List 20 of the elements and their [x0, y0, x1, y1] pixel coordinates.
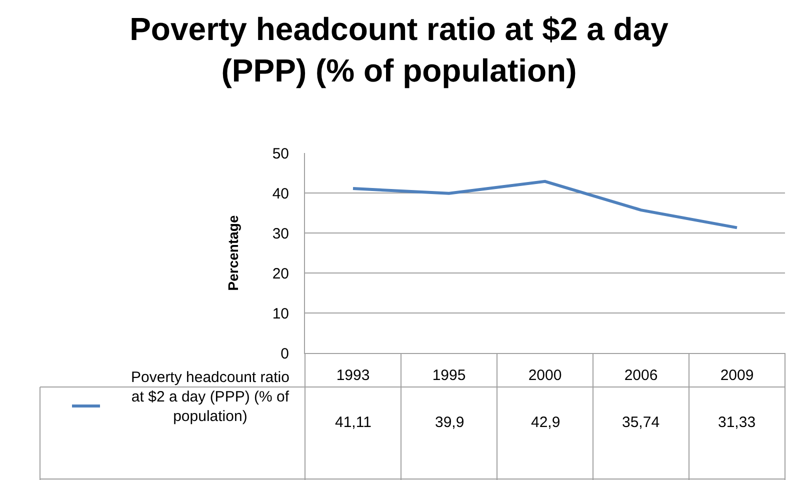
- y-tick-label: 10: [272, 305, 289, 322]
- x-tick-label: 1993: [336, 367, 370, 384]
- x-tick-label: 2006: [624, 367, 658, 384]
- chart-title: Poverty headcount ratio at $2 a day (PPP) (% of population): [130, 11, 669, 89]
- y-axis-title: Percentage: [224, 215, 241, 291]
- y-tick-label: 50: [272, 145, 289, 162]
- x-tick-label: 2000: [528, 367, 562, 384]
- y-tick-label: 0: [280, 345, 289, 362]
- data-label: 42,9: [531, 414, 560, 431]
- y-tick-label: 30: [272, 225, 289, 242]
- data-label: 35,74: [622, 414, 660, 431]
- line-series: [352, 180, 738, 230]
- y-tick-label: 40: [272, 185, 289, 202]
- legend-label: Poverty headcount ratio at $2 a day (PPP) (% of population): [131, 369, 290, 425]
- y-tick-label: 20: [272, 265, 289, 282]
- data-label: 41,11: [335, 414, 372, 431]
- data-label: 39,9: [435, 414, 464, 431]
- data-label: 31,33: [718, 414, 756, 431]
- x-tick-label: 2009: [720, 367, 754, 384]
- x-tick-label: 1995: [432, 367, 466, 384]
